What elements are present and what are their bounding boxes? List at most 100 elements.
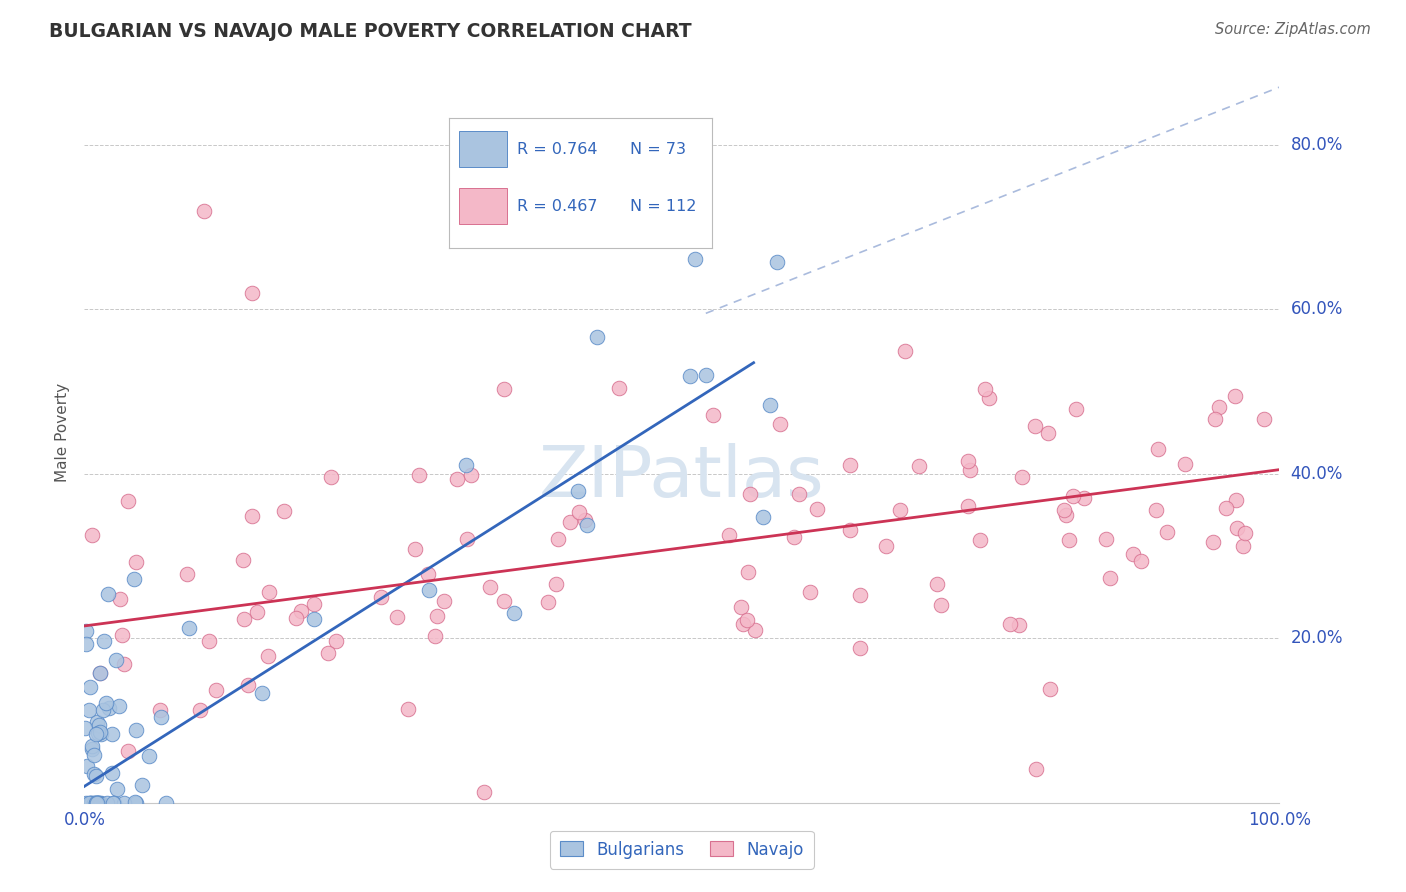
Point: [150, 710, 173, 724]
Point: [76, 758, 98, 772]
Point: [325, 633, 347, 648]
Point: [80, 742, 103, 756]
Point: [799, 585, 821, 599]
Point: [105, 782, 128, 797]
Point: [86, 796, 108, 810]
Point: [108, 592, 131, 607]
Point: [1098, 571, 1121, 585]
Point: [91, 703, 114, 717]
Point: [87, 718, 110, 732]
Point: [240, 509, 263, 524]
Point: [177, 622, 200, 636]
Point: [97, 701, 120, 715]
Point: [232, 553, 254, 567]
Point: [103, 796, 125, 810]
Point: [1232, 539, 1254, 553]
Point: [737, 566, 759, 580]
Point: [86, 796, 108, 810]
Point: [683, 252, 706, 266]
Point: [257, 649, 280, 664]
Point: [240, 285, 263, 300]
Point: [94, 696, 117, 710]
Point: [1057, 533, 1080, 547]
Point: [89, 665, 111, 680]
Point: [273, 503, 295, 517]
Point: [205, 682, 228, 697]
Point: [89, 724, 111, 739]
Point: [112, 796, 135, 810]
Point: [418, 582, 440, 597]
Point: [75, 637, 97, 651]
Point: [82, 527, 104, 541]
Point: [83, 796, 105, 810]
Point: [460, 467, 482, 482]
Text: ZIPatlas: ZIPatlas: [538, 442, 825, 511]
Point: [86, 715, 108, 730]
Point: [77, 796, 100, 810]
Point: [1234, 526, 1257, 541]
Point: [1122, 547, 1144, 561]
Point: [83, 796, 105, 810]
Point: [1144, 503, 1167, 517]
Point: [117, 493, 139, 508]
Point: [576, 517, 599, 532]
Point: [849, 640, 872, 655]
Point: [738, 486, 761, 500]
Point: [1174, 457, 1197, 471]
Point: [1208, 400, 1230, 414]
Point: [478, 581, 501, 595]
Point: [100, 727, 122, 741]
Point: [558, 516, 581, 530]
Point: [908, 458, 931, 473]
Point: [1011, 470, 1033, 484]
Point: [90, 796, 112, 810]
Point: [787, 486, 810, 500]
Point: [122, 572, 145, 586]
Point: [302, 612, 325, 626]
Point: [418, 567, 440, 582]
Point: [969, 533, 991, 547]
Point: [585, 329, 607, 343]
Point: [83, 796, 105, 810]
Point: [319, 470, 342, 484]
Point: [494, 382, 516, 396]
Point: [925, 577, 948, 591]
Text: 20.0%: 20.0%: [1291, 629, 1343, 648]
Point: [1062, 489, 1084, 503]
Point: [894, 343, 917, 358]
Point: [973, 382, 995, 396]
Point: [87, 796, 110, 810]
Point: [83, 767, 105, 781]
Point: [806, 502, 828, 516]
Point: [679, 368, 702, 383]
Point: [977, 392, 1000, 406]
Text: 80.0%: 80.0%: [1291, 136, 1343, 153]
Point: [316, 646, 339, 660]
Point: [433, 594, 456, 608]
Point: [568, 505, 591, 519]
Point: [1039, 682, 1062, 697]
Text: 40.0%: 40.0%: [1291, 465, 1343, 483]
Point: [456, 532, 478, 546]
Point: [87, 796, 110, 810]
Point: [96, 796, 118, 810]
Y-axis label: Male Poverty: Male Poverty: [55, 383, 70, 483]
Point: [730, 600, 752, 615]
Point: [90, 726, 112, 740]
Point: [875, 539, 897, 553]
Point: [176, 567, 198, 582]
Point: [84, 769, 107, 783]
Point: [75, 796, 97, 810]
Point: [959, 463, 981, 477]
Point: [1025, 763, 1047, 777]
Point: [1130, 554, 1153, 568]
Point: [547, 532, 569, 546]
Point: [751, 509, 773, 524]
Point: [503, 606, 526, 620]
Point: [408, 467, 430, 482]
Point: [744, 623, 766, 637]
Point: [702, 408, 724, 422]
Point: [124, 795, 146, 809]
Point: [89, 666, 111, 681]
Point: [1226, 520, 1249, 534]
